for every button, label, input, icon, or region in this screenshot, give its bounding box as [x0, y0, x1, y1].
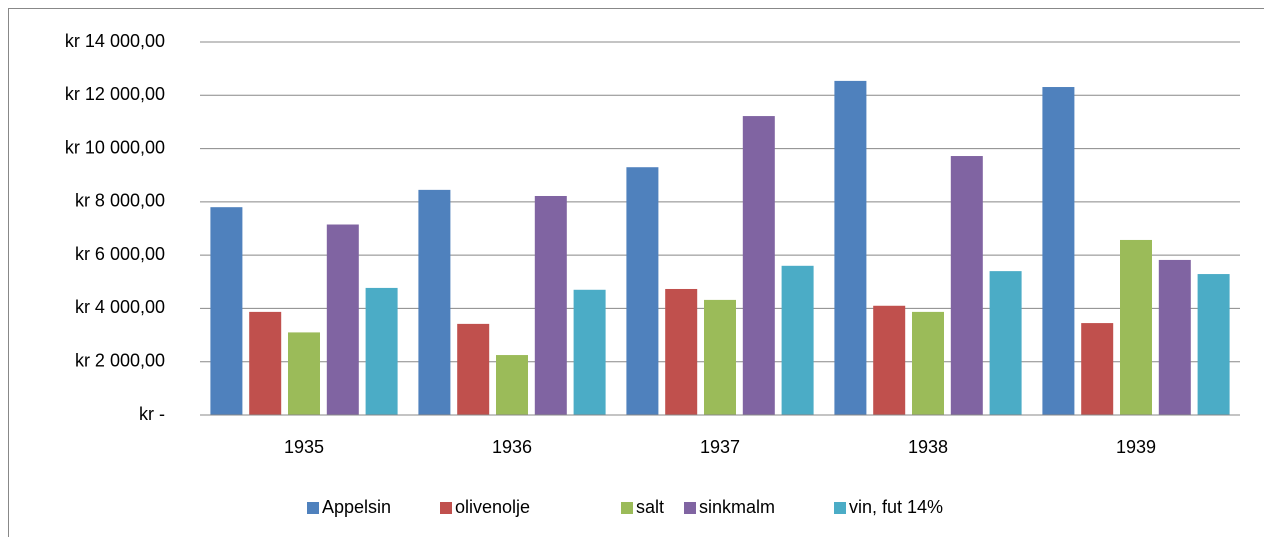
y-tick-label: kr 8 000,00 — [75, 191, 165, 211]
y-tick-label: kr - — [139, 404, 165, 424]
legend-swatch — [834, 502, 846, 514]
bar — [665, 289, 697, 415]
bar — [951, 156, 983, 415]
y-tick-label: kr 10 000,00 — [65, 137, 165, 157]
bar — [1081, 323, 1113, 415]
legend-swatch — [307, 502, 319, 514]
bar — [990, 271, 1022, 415]
bar — [873, 306, 905, 415]
x-tick-label: 1938 — [908, 437, 948, 457]
legend-swatch — [684, 502, 696, 514]
x-tick-label: 1939 — [1116, 437, 1156, 457]
bar — [457, 324, 489, 415]
bar — [1042, 87, 1074, 415]
x-tick-label: 1937 — [700, 437, 740, 457]
bar — [210, 207, 242, 415]
bar — [912, 312, 944, 415]
bar — [535, 196, 567, 415]
legend-swatch — [440, 502, 452, 514]
bar — [327, 225, 359, 415]
bar — [418, 190, 450, 415]
bar — [834, 81, 866, 415]
bar — [743, 116, 775, 415]
legend-label: salt — [636, 497, 664, 517]
bar — [1198, 274, 1230, 415]
x-tick-label: 1936 — [492, 437, 532, 457]
y-tick-label: kr 4 000,00 — [75, 297, 165, 317]
y-tick-label: kr 6 000,00 — [75, 244, 165, 264]
bar — [249, 312, 281, 415]
bar — [366, 288, 398, 415]
y-tick-label: kr 12 000,00 — [65, 84, 165, 104]
legend-label: vin, fut 14% — [849, 497, 943, 517]
legend-label: olivenolje — [455, 497, 530, 517]
bar — [1159, 260, 1191, 415]
bar — [574, 290, 606, 415]
bar — [288, 332, 320, 415]
bar — [626, 167, 658, 415]
legend-label: Appelsin — [322, 497, 391, 517]
legend-swatch — [621, 502, 633, 514]
x-tick-label: 1935 — [284, 437, 324, 457]
y-tick-label: kr 14 000,00 — [65, 31, 165, 51]
y-tick-label: kr 2 000,00 — [75, 350, 165, 370]
legend-label: sinkmalm — [699, 497, 775, 517]
bar — [1120, 240, 1152, 415]
bar — [782, 266, 814, 415]
bar — [704, 300, 736, 415]
bar — [496, 355, 528, 415]
